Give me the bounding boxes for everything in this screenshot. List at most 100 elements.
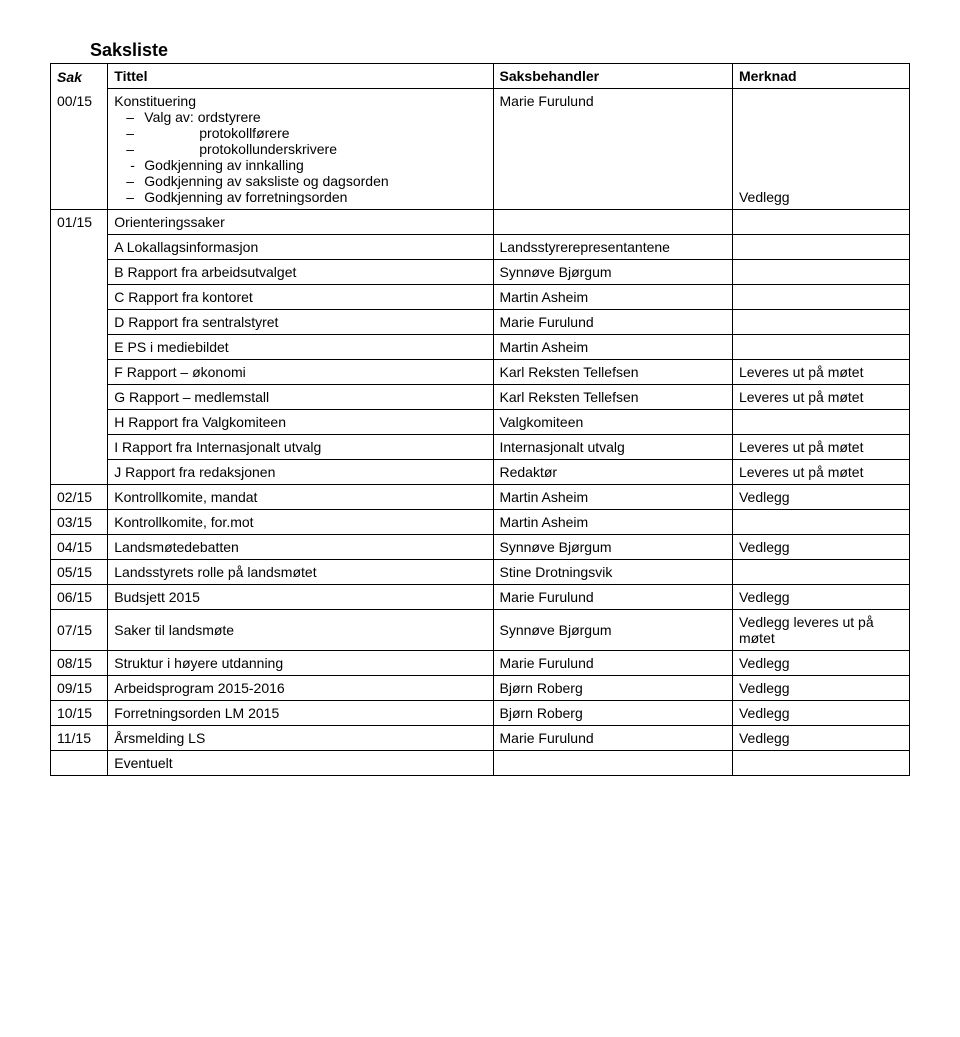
sub-list: Valg av: ordstyrere protokollførere prot…	[114, 109, 486, 205]
letter-row: B Rapport fra arbeidsutvalget Synnøve Bj…	[51, 260, 910, 285]
saksbehandler-cell: Martin Asheim	[493, 510, 732, 535]
merknad-cell: Vedlegg	[732, 485, 909, 510]
merknad-cell	[732, 751, 909, 776]
letter-row: H Rapport fra Valgkomiteen Valgkomiteen	[51, 410, 910, 435]
merknad-cell: Leveres ut på møtet	[732, 460, 909, 485]
sub-item: protokollunderskrivere	[144, 141, 486, 157]
merknad-cell: Vedlegg	[732, 535, 909, 560]
letter-row: A Lokallagsinformasjon Landsstyrereprese…	[51, 235, 910, 260]
sub-item: protokollførere	[144, 125, 486, 141]
tittel-cell: F Rapport – økonomi	[108, 360, 493, 385]
saksbehandler-cell: Martin Asheim	[493, 335, 732, 360]
sak-id: 09/15	[51, 676, 108, 701]
sak-id	[51, 335, 108, 360]
saksbehandler-cell: Internasjonalt utvalg	[493, 435, 732, 460]
sak-id: 04/15	[51, 535, 108, 560]
merknad-cell	[732, 310, 909, 335]
saksbehandler-cell: Landsstyrerepresentantene	[493, 235, 732, 260]
tittel-cell: G Rapport – medlemstall	[108, 385, 493, 410]
tittel-cell: Kontrollkomite, mandat	[108, 485, 493, 510]
sak-id: 01/15	[51, 210, 108, 235]
letter-row: E PS i mediebildet Martin Asheim	[51, 335, 910, 360]
sak-id: 10/15	[51, 701, 108, 726]
col-tittel: Tittel	[108, 64, 493, 89]
merknad-cell: Vedlegg	[732, 585, 909, 610]
sak-id	[51, 410, 108, 435]
merknad-cell	[732, 410, 909, 435]
saksbehandler-cell: Karl Reksten Tellefsen	[493, 360, 732, 385]
sak-id	[51, 751, 108, 776]
saksliste-table: Sak Tittel Saksbehandler Merknad 00/15 K…	[50, 63, 910, 776]
sak-id: 00/15	[51, 89, 108, 210]
letter-row: I Rapport fra Internasjonalt utvalg Inte…	[51, 435, 910, 460]
sak-id	[51, 435, 108, 460]
sak-id: 11/15	[51, 726, 108, 751]
header-row: Sak Tittel Saksbehandler Merknad	[51, 64, 910, 89]
table-row: 08/15 Struktur i høyere utdanning Marie …	[51, 651, 910, 676]
tittel-main: Konstituering	[114, 93, 196, 109]
tittel-cell: B Rapport fra arbeidsutvalget	[108, 260, 493, 285]
saksbehandler-cell: Martin Asheim	[493, 485, 732, 510]
table-row: 11/15 Årsmelding LS Marie Furulund Vedle…	[51, 726, 910, 751]
merknad-cell: Leveres ut på møtet	[732, 385, 909, 410]
sub-item: Valg av: ordstyrere	[144, 109, 486, 125]
saksbehandler-cell: Bjørn Roberg	[493, 701, 732, 726]
letter-row: D Rapport fra sentralstyret Marie Furulu…	[51, 310, 910, 335]
merknad-cell	[732, 510, 909, 535]
saksbehandler-cell: Bjørn Roberg	[493, 676, 732, 701]
merknad-cell: Leveres ut på møtet	[732, 435, 909, 460]
saksbehandler-cell: Synnøve Bjørgum	[493, 535, 732, 560]
tittel-cell: Kontrollkomite, for.mot	[108, 510, 493, 535]
col-sak: Sak	[51, 64, 108, 89]
tittel-cell: J Rapport fra redaksjonen	[108, 460, 493, 485]
tittel-cell: Struktur i høyere utdanning	[108, 651, 493, 676]
table-row: 04/15 Landsmøtedebatten Synnøve Bjørgum …	[51, 535, 910, 560]
page-title: Saksliste	[90, 40, 910, 61]
sak-id	[51, 360, 108, 385]
merknad-cell	[732, 335, 909, 360]
saksbehandler-cell: Valgkomiteen	[493, 410, 732, 435]
sak-id	[51, 460, 108, 485]
table-row: 02/15 Kontrollkomite, mandat Martin Ashe…	[51, 485, 910, 510]
table-row: 05/15 Landsstyrets rolle på landsmøtet S…	[51, 560, 910, 585]
sak-id: 05/15	[51, 560, 108, 585]
saksbehandler-cell: Stine Drotningsvik	[493, 560, 732, 585]
row-00: 00/15 Konstituering Valg av: ordstyrere …	[51, 89, 910, 210]
merknad-cell: Vedlegg	[732, 89, 909, 210]
sub-item: Godkjenning av saksliste og dagsorden	[144, 173, 486, 189]
saksbehandler-cell: Marie Furulund	[493, 310, 732, 335]
saksbehandler-cell: Marie Furulund	[493, 585, 732, 610]
tittel-cell: I Rapport fra Internasjonalt utvalg	[108, 435, 493, 460]
sak-id	[51, 235, 108, 260]
table-row: Eventuelt	[51, 751, 910, 776]
tittel-cell: Forretningsorden LM 2015	[108, 701, 493, 726]
tittel-cell: Landsmøtedebatten	[108, 535, 493, 560]
letter-row: G Rapport – medlemstall Karl Reksten Tel…	[51, 385, 910, 410]
saksbehandler-cell	[493, 751, 732, 776]
tittel-cell: Saker til landsmøte	[108, 610, 493, 651]
sak-id: 06/15	[51, 585, 108, 610]
letter-row: F Rapport – økonomi Karl Reksten Tellefs…	[51, 360, 910, 385]
merknad-cell: Vedlegg	[732, 701, 909, 726]
sak-id: 07/15	[51, 610, 108, 651]
saksbehandler-cell: Marie Furulund	[493, 726, 732, 751]
saksbehandler-cell: Karl Reksten Tellefsen	[493, 385, 732, 410]
merknad-cell: Leveres ut på møtet	[732, 360, 909, 385]
tittel-cell: A Lokallagsinformasjon	[108, 235, 493, 260]
sak-id	[51, 310, 108, 335]
saksbehandler-cell: Marie Furulund	[493, 89, 732, 210]
table-row: 07/15 Saker til landsmøte Synnøve Bjørgu…	[51, 610, 910, 651]
merknad-cell: Vedlegg leveres ut på møtet	[732, 610, 909, 651]
saksbehandler-cell: Redaktør	[493, 460, 732, 485]
merknad-cell	[732, 235, 909, 260]
saksbehandler-cell: Martin Asheim	[493, 285, 732, 310]
sub-item: Godkjenning av innkalling	[144, 157, 486, 173]
saksbehandler-cell: Marie Furulund	[493, 651, 732, 676]
tittel-cell: C Rapport fra kontoret	[108, 285, 493, 310]
merknad-cell: Vedlegg	[732, 651, 909, 676]
merknad-cell	[732, 260, 909, 285]
tittel-cell: E PS i mediebildet	[108, 335, 493, 360]
col-saksbehandler: Saksbehandler	[493, 64, 732, 89]
letter-row: C Rapport fra kontoret Martin Asheim	[51, 285, 910, 310]
tittel-cell: Årsmelding LS	[108, 726, 493, 751]
